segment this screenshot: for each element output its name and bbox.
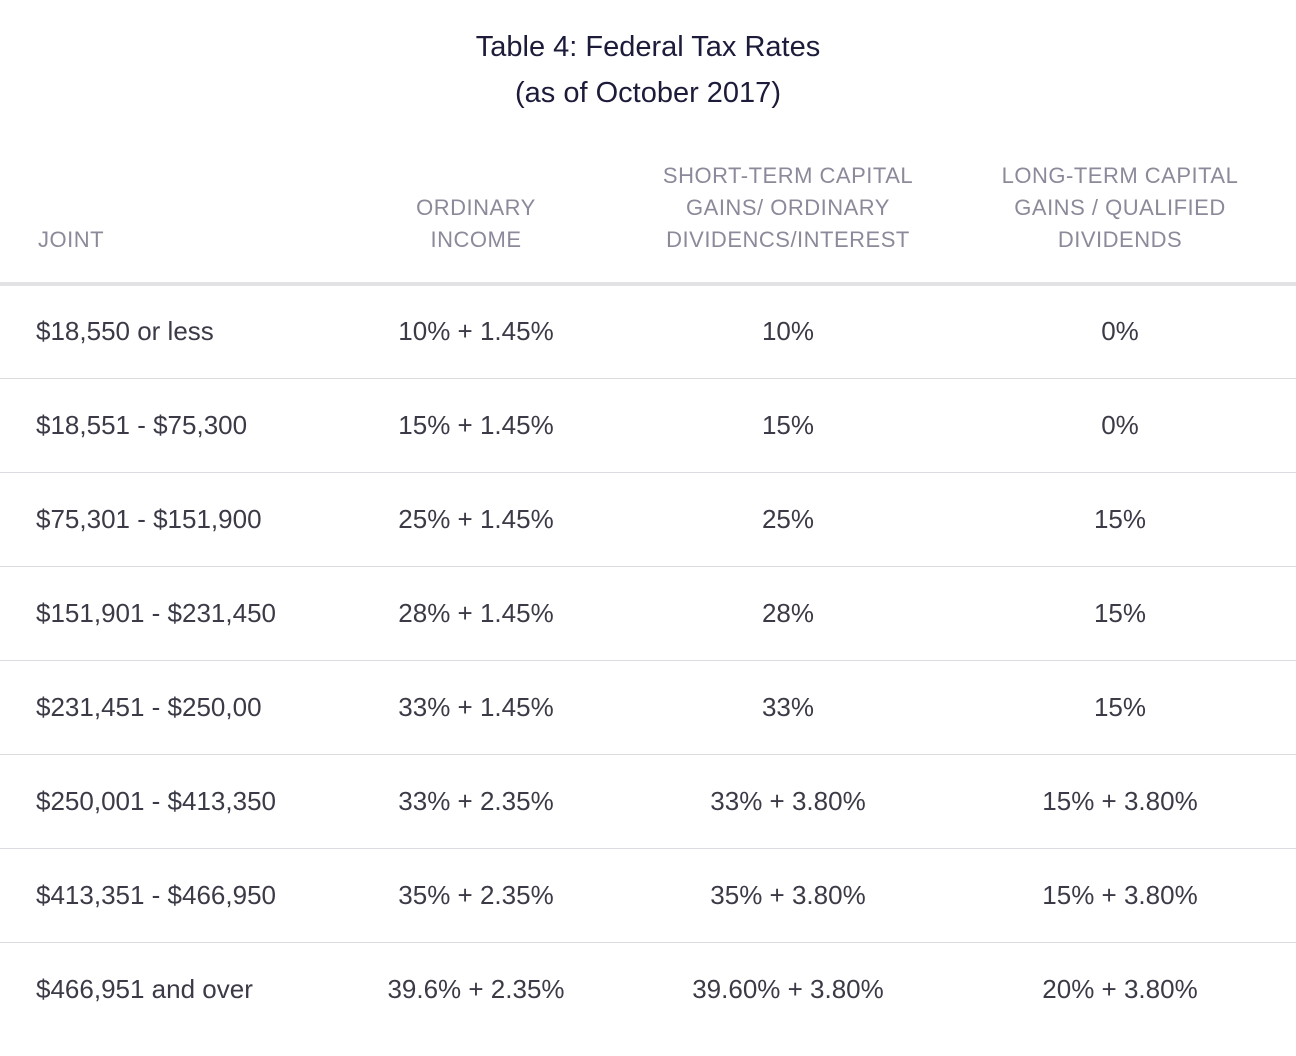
income-bracket-cell: $18,550 or less	[0, 284, 320, 379]
long-term-rate-cell: 0%	[944, 284, 1296, 379]
short-term-rate-cell: 10%	[632, 284, 944, 379]
long-term-rate-cell: 15% + 3.80%	[944, 848, 1296, 943]
income-bracket-cell: $18,551 - $75,300	[0, 378, 320, 473]
long-term-rate-cell: 20% + 3.80%	[1042, 973, 1198, 1004]
long-term-rate-cell: 15% + 3.80%	[944, 754, 1296, 849]
table-row: $231,451 - $250,00 33% + 1.45% 33% 15%	[0, 660, 1296, 755]
income-bracket-cell: $413,351 - $466,950	[0, 848, 320, 943]
short-term-rate-cell: 33% + 3.80%	[632, 754, 944, 849]
short-term-rate-cell: 25%	[632, 472, 944, 567]
table-row: $75,301 - $151,900 25% + 1.45% 25% 15%	[0, 472, 1296, 567]
tax-rates-table: JOINT ORDINARY INCOME SHORT-TERM CAPITAL G…	[0, 160, 1296, 1036]
short-term-rate-cell: 28%	[632, 566, 944, 661]
ordinary-income-rate-cell: 33% + 1.45%	[320, 660, 632, 755]
table-row: $250,001 - $413,350 33% + 2.35% 33% + 3.…	[0, 754, 1296, 849]
short-term-rate-cell: 35% + 3.80%	[632, 848, 944, 943]
table-row: $466,951 and over 39.6% + 2.35% 39.60% +…	[0, 942, 1296, 1036]
column-header-short-term-capital-gains: SHORT-TERM CAPITAL GAINS/ ORDINARY DIVIDEN…	[632, 160, 944, 286]
long-term-rate-cell: 0%	[944, 378, 1296, 473]
header-row: JOINT ORDINARY INCOME SHORT-TERM CAPITAL G…	[0, 160, 1296, 286]
ordinary-income-rate-cell: 28% + 1.45%	[320, 566, 632, 661]
income-bracket-cell: $231,451 - $250,00	[0, 660, 320, 755]
short-term-rate-cell: 15%	[632, 378, 944, 473]
short-term-rate-cell: 39.60% + 3.80%	[692, 973, 884, 1004]
table-row: $18,550 or less 10% + 1.45% 10% 0%	[0, 284, 1296, 379]
ordinary-income-rate-cell: 39.6% + 2.35%	[387, 973, 565, 1004]
table-row: $151,901 - $231,450 28% + 1.45% 28% 15%	[0, 566, 1296, 661]
ordinary-income-rate-cell: 35% + 2.35%	[320, 848, 632, 943]
income-bracket-cell: $250,001 - $413,350	[0, 754, 320, 849]
ordinary-income-rate-cell: 25% + 1.45%	[320, 472, 632, 567]
column-header-joint: JOINT	[0, 160, 320, 286]
income-bracket-cell: $75,301 - $151,900	[0, 472, 320, 567]
table-title: Table 4: Federal Tax Rates	[475, 31, 821, 63]
column-header-long-term-capital-gains: LONG-TERM CAPITAL GAINS / QUALIFIED DIVIDE…	[944, 160, 1296, 286]
ordinary-income-rate-cell: 33% + 2.35%	[320, 754, 632, 849]
table-row: $413,351 - $466,950 35% + 2.35% 35% + 3.…	[0, 848, 1296, 943]
income-bracket-cell: $466,951 and over	[36, 973, 253, 1004]
ordinary-income-rate-cell: 10% + 1.45%	[320, 284, 632, 379]
income-bracket-cell: $151,901 - $231,450	[0, 566, 320, 661]
table-subtitle: (as of October 2017)	[515, 77, 781, 109]
long-term-rate-cell: 15%	[944, 660, 1296, 755]
long-term-rate-cell: 15%	[944, 472, 1296, 567]
long-term-rate-cell: 15%	[944, 566, 1296, 661]
short-term-rate-cell: 33%	[632, 660, 944, 755]
ordinary-income-rate-cell: 15% + 1.45%	[320, 378, 632, 473]
column-header-ordinary-income: ORDINARY INCOME	[320, 160, 632, 286]
table-row: $18,551 - $75,300 15% + 1.45% 15% 0%	[0, 378, 1296, 473]
